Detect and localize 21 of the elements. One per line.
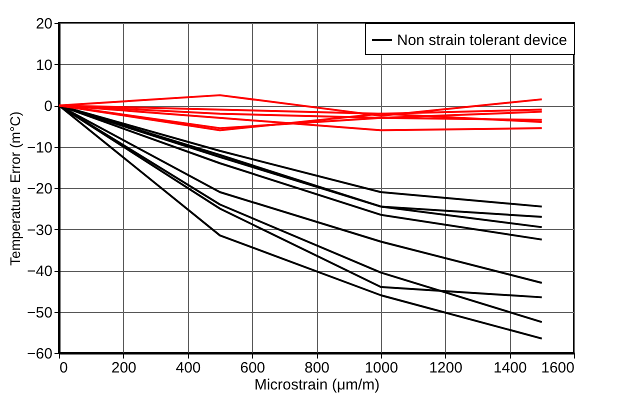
x-tick-label: 0: [60, 360, 68, 376]
y-tick-label: −30: [27, 222, 52, 239]
x-tick-label: 1200: [429, 360, 462, 376]
y-axis-title: Temperature Error (m°C): [7, 111, 24, 266]
y-tick-label: −40: [27, 263, 52, 280]
y-tick-label: 0: [44, 98, 52, 115]
y-tick-label: −60: [27, 346, 52, 362]
x-tick-label: 800: [304, 360, 330, 376]
x-tick-label: 1000: [364, 360, 398, 376]
x-tick-label: 600: [240, 360, 266, 376]
x-tick-label: 200: [111, 360, 136, 376]
x-tick-label: 1600: [541, 360, 574, 376]
y-tick-label: −50: [27, 304, 52, 322]
legend-label: Non strain tolerant device: [397, 32, 568, 49]
y-tick-label: −20: [27, 180, 52, 198]
y-tick-label: −10: [27, 139, 52, 156]
y-tick-label: 10: [36, 56, 52, 74]
x-tick-label: 400: [176, 360, 201, 376]
x-axis-title: Microstrain (μm/m): [254, 376, 380, 394]
y-tick-label: 20: [36, 16, 52, 32]
x-tick-label: 1400: [493, 360, 527, 376]
